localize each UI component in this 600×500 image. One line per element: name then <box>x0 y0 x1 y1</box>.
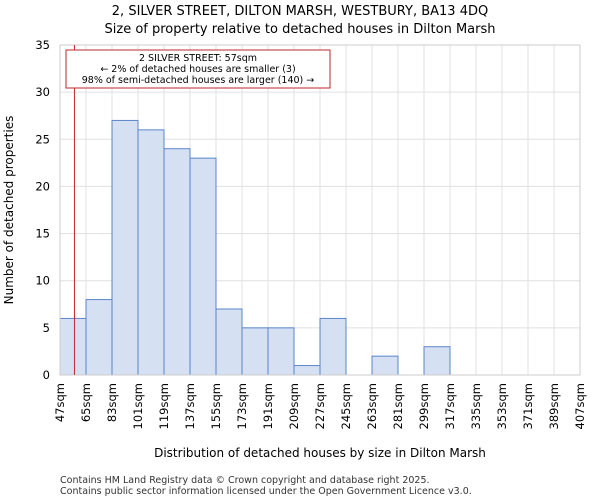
bars <box>59 119 451 376</box>
chart-title: 2, SILVER STREET, DILTON MARSH, WESTBURY… <box>112 4 488 19</box>
y-tick-label: 10 <box>35 274 50 288</box>
chart-subtitle: Size of property relative to detached ho… <box>105 22 496 37</box>
x-tick-label: 191sqm <box>261 383 275 429</box>
x-tick-label: 263sqm <box>365 383 379 429</box>
y-axis-label: Number of detached properties <box>2 116 16 305</box>
histogram-bar <box>319 317 347 376</box>
histogram-bar <box>189 157 217 376</box>
x-axis-label: Distribution of detached houses by size … <box>154 446 486 460</box>
histogram-bar <box>371 355 399 376</box>
histogram-bar <box>59 317 87 376</box>
plot-frame <box>59 44 581 376</box>
histogram-bar <box>267 327 295 376</box>
annotation-line-3: 98% of semi-detached houses are larger (… <box>82 75 315 86</box>
x-tick-label: 101sqm <box>131 383 145 429</box>
x-tick-label: 281sqm <box>391 383 405 429</box>
y-axis: 0 5 10 15 20 25 30 35 <box>35 38 50 382</box>
y-tick-label: 5 <box>43 321 50 335</box>
histogram-bar <box>215 308 243 376</box>
x-tick-label: 245sqm <box>339 383 353 429</box>
x-tick-label: 389sqm <box>547 383 561 429</box>
x-tick-label: 335sqm <box>469 383 483 429</box>
x-tick-label: 47sqm <box>53 383 67 422</box>
x-tick-label: 173sqm <box>235 383 249 429</box>
annotation-line-1: 2 SILVER STREET: 57sqm <box>139 53 257 64</box>
x-axis: 47sqm 65sqm 83sqm 101sqm 119sqm 137sqm 155sqm 1… <box>53 383 587 429</box>
y-tick-label: 0 <box>43 368 50 382</box>
x-tick-label: 371sqm <box>521 383 535 429</box>
x-tick-label: 155sqm <box>209 383 223 429</box>
y-tick-label: 25 <box>35 132 50 146</box>
histogram-bar <box>163 148 191 376</box>
x-tick-label: 209sqm <box>287 383 301 429</box>
y-tick-label: 30 <box>35 85 50 99</box>
x-tick-label: 119sqm <box>157 383 171 429</box>
x-tick-label: 65sqm <box>79 383 93 422</box>
x-tick-label: 353sqm <box>495 383 509 429</box>
histogram-bar <box>111 119 139 376</box>
x-tick-label: 137sqm <box>183 383 197 429</box>
histogram-bar <box>423 346 451 376</box>
x-tick-label: 407sqm <box>573 383 587 429</box>
footer-line-2: Contains public sector information licen… <box>60 486 472 497</box>
histogram-bar <box>241 327 269 376</box>
y-tick-label: 15 <box>35 227 50 241</box>
x-tick-label: 227sqm <box>313 383 327 429</box>
annotation-line-2: ← 2% of detached houses are smaller (3) <box>100 64 295 75</box>
y-tick-label: 20 <box>35 179 50 193</box>
histogram-bar <box>137 129 165 376</box>
footer-line-1: Contains HM Land Registry data © Crown c… <box>60 475 430 486</box>
x-tick-label: 317sqm <box>443 383 457 429</box>
annotation-box <box>65 49 331 89</box>
x-tick-label: 83sqm <box>105 383 119 422</box>
x-tick-label: 299sqm <box>417 383 431 429</box>
y-tick-label: 35 <box>35 38 50 52</box>
histogram-bar <box>293 365 321 376</box>
histogram-bar <box>85 299 113 376</box>
